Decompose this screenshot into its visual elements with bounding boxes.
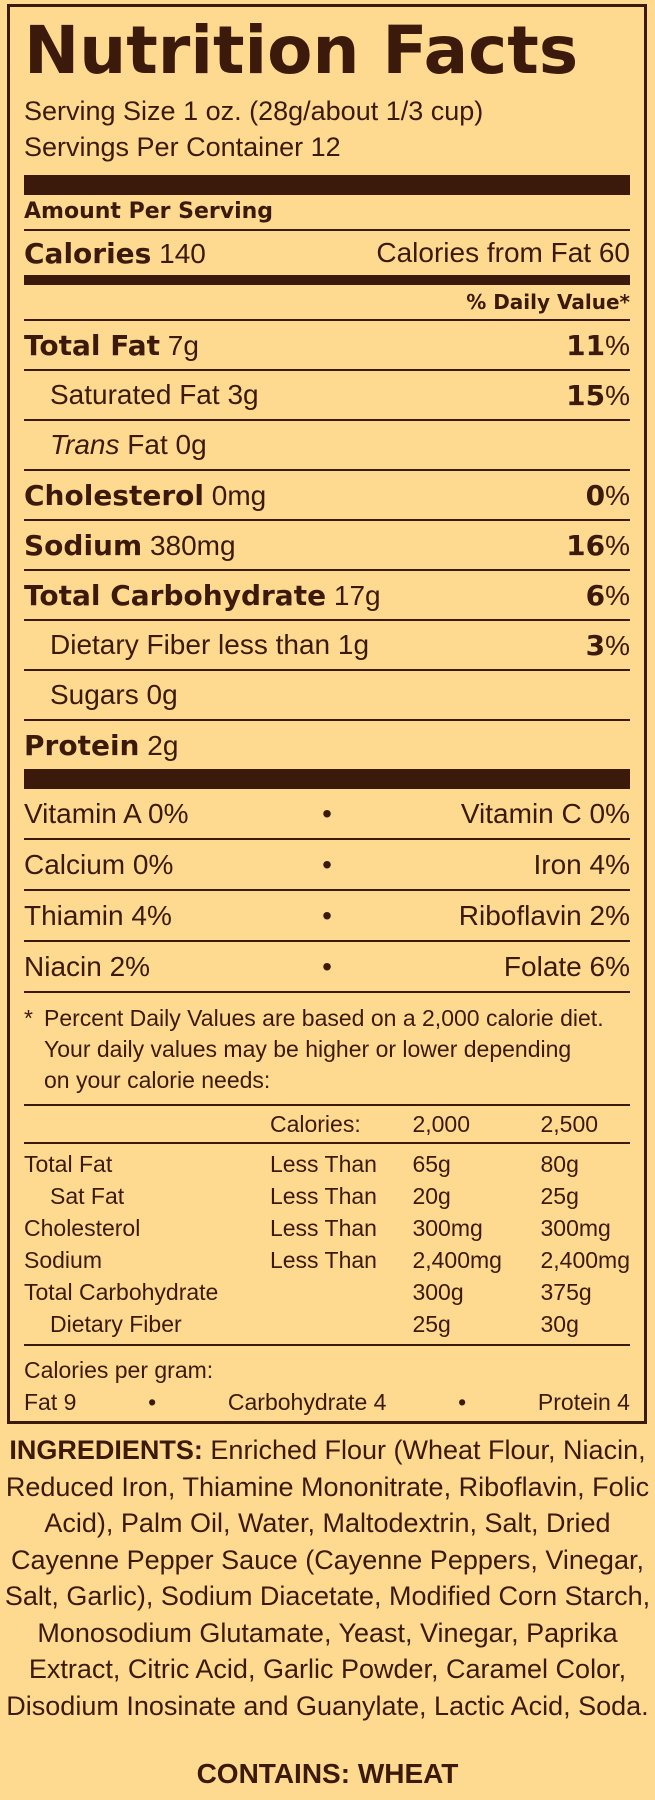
table-row: Calories: 2,000 2,500 [24, 1106, 630, 1144]
nutrient-amount: 3g [227, 379, 259, 410]
nutrient-row: Cholesterol 0mg 0% [24, 469, 630, 519]
nutrient-amount: 17g [333, 579, 381, 611]
nutrient-name: Cholesterol [24, 478, 204, 512]
vitamin-value: Iron 4% [533, 848, 631, 880]
table-row: Total Fat Less Than 65g 80g [24, 1150, 579, 1177]
servings-per-container: Servings Per Container 12 [24, 132, 341, 162]
nutrient-name: Sodium [24, 528, 143, 562]
ingredients-label: INGREDIENTS: [9, 1435, 203, 1465]
nutrient-name: Dietary Fiber less than [50, 629, 331, 660]
nutrient-daily-value: 0% [585, 478, 630, 512]
nutrient-daily-value: 11% [566, 328, 630, 362]
bullet-separator: • [322, 797, 332, 829]
nutrient-row: Saturated Fat 3g 15% [24, 369, 630, 419]
nutrient-name: Protein [24, 728, 140, 762]
vitamin-row: Niacin 2% • Folate 6% [24, 942, 630, 993]
vitamin-row: Calcium 0% • Iron 4% [24, 840, 630, 891]
nutrient-amount: 0g [146, 679, 178, 710]
nutrient-row: Sodium 380mg 16% [24, 519, 630, 569]
contains-allergen: CONTAINS: WHEAT [196, 1758, 459, 1789]
vitamin-value: Thiamin 4% [24, 899, 172, 931]
daily-value-table: Calories: 2,000 2,500 Total Fat Less Than 65g… [24, 1106, 630, 1346]
table-row: Cholesterol Less Than 300mg 300mg [24, 1214, 611, 1241]
thick-divider [24, 175, 630, 195]
nutrient-amount: 2g [147, 729, 179, 761]
nutrient-name: Trans [50, 429, 120, 460]
table-row: Total Carbohydrate 300g 375g [24, 1278, 592, 1305]
table-row: Dietary Fiber 25g 30g [24, 1308, 630, 1346]
bullet-separator: • [322, 848, 332, 880]
nutrient-row: Protein 2g [24, 719, 630, 769]
vitamin-value: Vitamin C 0% [460, 797, 630, 829]
vitamin-value: Vitamin A 0% [24, 797, 189, 829]
calories-row: Calories 140 Calories from Fat 60 [24, 231, 630, 275]
nutrient-row: Total Carbohydrate 17g 6% [24, 569, 630, 619]
nutrient-amount: 380mg [149, 529, 236, 561]
nutrient-daily-value: 15% [566, 378, 630, 412]
calories-per-gram: Calories per gram: Fat 9 • Carbohydrate … [24, 1357, 630, 1415]
nutrient-amount: 0mg [211, 479, 267, 511]
daily-value-footnote: * Percent Daily Values are based on a 2,0… [24, 993, 630, 1106]
nutrient-daily-value: 6% [585, 578, 630, 612]
nutrient-name: Total Fat [24, 328, 161, 362]
nutrient-amount: 1g [337, 629, 370, 660]
nutrient-name: Saturated Fat [50, 379, 220, 410]
nutrient-list: Total Fat 7g 11% Saturated Fat 3g 15% Trans … [24, 319, 630, 769]
vitamin-row: Thiamin 4% • Riboflavin 2% [24, 891, 630, 942]
daily-value-header: % Daily Value* [466, 290, 630, 314]
serving-size: Serving Size 1 oz. (28g/about 1/3 cup) [24, 96, 484, 126]
calories-label: Calories [24, 236, 152, 270]
nutrient-amount: 7g [167, 329, 199, 361]
calories-from-fat: Calories from Fat 60 [376, 237, 630, 268]
calories-value: 140 [159, 237, 206, 269]
nutrient-name: Sugars [50, 679, 139, 710]
bullet-separator: • [322, 950, 332, 982]
amount-per-serving: Amount Per Serving [24, 195, 630, 231]
nutrient-row: Trans Fat 0g [24, 419, 630, 469]
vitamin-value: Niacin 2% [24, 950, 151, 982]
vitamin-value: Riboflavin 2% [458, 899, 630, 931]
nutrient-row: Dietary Fiber less than 1g 3% [24, 619, 630, 669]
nutrient-row: Sugars 0g [24, 669, 630, 719]
label-title: Nutrition Facts [24, 12, 579, 89]
vitamin-value: Calcium 0% [24, 848, 174, 880]
table-row: Sodium Less Than 2,400mg 2,400mg [24, 1246, 630, 1273]
thick-divider-2 [24, 769, 630, 789]
nutrition-facts-panel: Nutrition Facts Serving Size 1 oz. (28g/… [7, 4, 647, 1424]
table-row: Sat Fat Less Than 20g 25g [50, 1182, 579, 1209]
vitamin-row: Vitamin A 0% • Vitamin C 0% [24, 789, 630, 840]
nutrient-daily-value: 16% [566, 528, 630, 562]
nutrient-daily-value: 3% [585, 628, 630, 662]
vitamin-value: Folate 6% [503, 950, 630, 982]
nutrient-name: Total Carbohydrate [24, 578, 327, 612]
vitamin-list: Vitamin A 0% • Vitamin C 0% Calcium 0% • Iron… [24, 789, 630, 993]
bullet-separator: • [322, 899, 332, 931]
nutrient-row: Total Fat 7g 11% [24, 319, 630, 369]
ingredients-text: INGREDIENTS: Enriched Flour (Wheat Flour… [4, 1435, 651, 1721]
medium-divider [24, 275, 630, 285]
